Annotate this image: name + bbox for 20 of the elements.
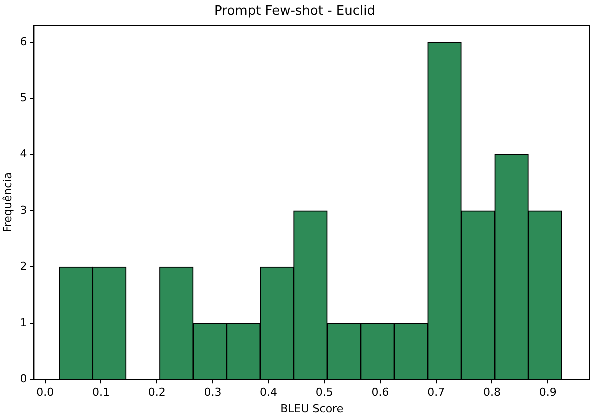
- y-tick-label: 5: [20, 92, 28, 105]
- y-tick-label: 3: [20, 204, 28, 217]
- y-tick-label: 4: [20, 148, 28, 161]
- y-tick-label: 2: [20, 260, 28, 274]
- x-axis-title: BLEU Score: [280, 402, 344, 416]
- x-tick-label: 0.8: [483, 386, 501, 400]
- x-tick-label: 0.3: [204, 386, 222, 400]
- x-tick-label: 0.4: [260, 386, 278, 400]
- x-tick-label: 0.2: [148, 386, 166, 400]
- y-tick-label: 6: [20, 35, 28, 48]
- x-tick-label: 0.7: [428, 386, 446, 400]
- chart-title: Prompt Few-shot - Euclid: [214, 4, 376, 20]
- x-tick-label: 0.9: [539, 386, 557, 400]
- x-tick-label: 0.1: [92, 386, 110, 400]
- x-tick-label: 0.0: [36, 386, 54, 400]
- y-tick-label: 1: [20, 316, 28, 330]
- x-tick-label: 0.6: [372, 386, 390, 400]
- y-axis-title: Frequência: [1, 172, 14, 233]
- x-tick-label: 0.5: [316, 386, 334, 400]
- y-tick-label: 0: [20, 372, 28, 386]
